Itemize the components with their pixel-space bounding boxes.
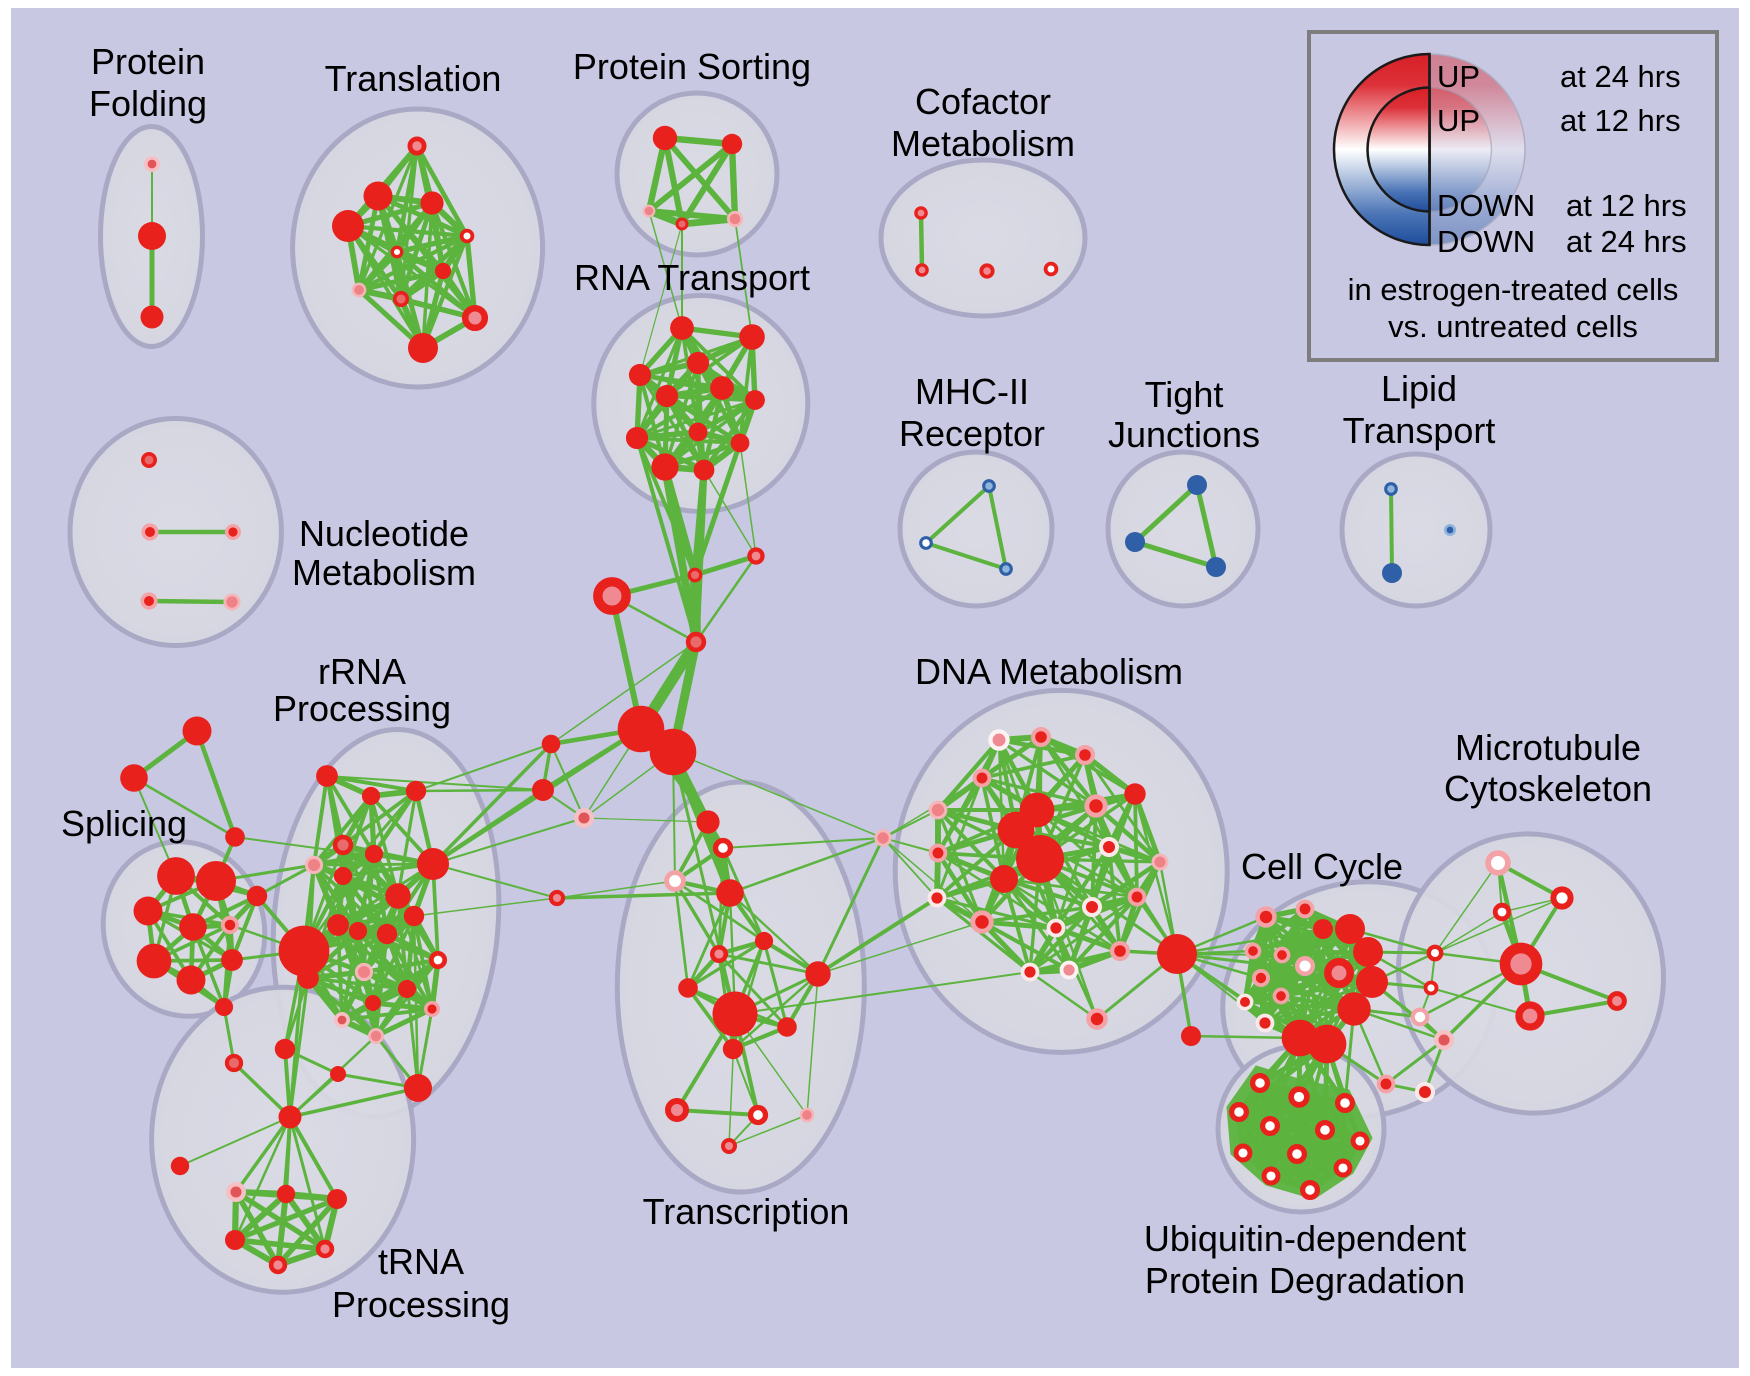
svg-text:DOWN: DOWN [1437, 224, 1535, 259]
svg-text:Nucleotide: Nucleotide [299, 513, 469, 554]
svg-text:DNA Metabolism: DNA Metabolism [915, 651, 1183, 692]
svg-text:Ubiquitin-dependent: Ubiquitin-dependent [1144, 1218, 1466, 1259]
svg-text:Metabolism: Metabolism [292, 552, 476, 593]
svg-text:Translation: Translation [325, 58, 502, 99]
svg-text:at 24 hrs: at 24 hrs [1566, 224, 1687, 259]
svg-text:Cofactor: Cofactor [915, 81, 1051, 122]
svg-text:tRNA: tRNA [378, 1241, 464, 1282]
svg-text:MHC-II: MHC-II [915, 371, 1029, 412]
svg-text:Metabolism: Metabolism [891, 123, 1075, 164]
svg-text:UP: UP [1437, 103, 1480, 138]
svg-text:Splicing: Splicing [61, 803, 187, 844]
svg-text:Cell Cycle: Cell Cycle [1241, 846, 1403, 887]
svg-text:Transcription: Transcription [643, 1191, 850, 1232]
svg-text:Protein: Protein [91, 41, 205, 82]
svg-text:at 12 hrs: at 12 hrs [1566, 188, 1687, 223]
svg-text:UP: UP [1437, 59, 1480, 94]
svg-text:Lipid: Lipid [1381, 368, 1457, 409]
svg-text:Processing: Processing [273, 688, 451, 729]
svg-text:Junctions: Junctions [1108, 414, 1260, 455]
svg-text:DOWN: DOWN [1437, 188, 1535, 223]
svg-text:Cytoskeleton: Cytoskeleton [1444, 768, 1652, 809]
svg-text:Microtubule: Microtubule [1455, 727, 1641, 768]
svg-text:Protein Degradation: Protein Degradation [1145, 1260, 1465, 1301]
svg-text:RNA Transport: RNA Transport [574, 257, 810, 298]
svg-text:Transport: Transport [1343, 410, 1496, 451]
svg-text:Tight: Tight [1145, 374, 1224, 415]
svg-text:Receptor: Receptor [899, 413, 1045, 454]
svg-text:at 24 hrs: at 24 hrs [1560, 59, 1681, 94]
svg-text:Processing: Processing [332, 1284, 510, 1325]
svg-text:vs. untreated cells: vs. untreated cells [1388, 309, 1638, 344]
svg-text:Protein Sorting: Protein Sorting [573, 46, 811, 87]
svg-text:in estrogen-treated cells: in estrogen-treated cells [1348, 272, 1679, 307]
svg-text:Folding: Folding [89, 83, 207, 124]
svg-text:rRNA: rRNA [318, 651, 406, 692]
svg-text:at 12 hrs: at 12 hrs [1560, 103, 1681, 138]
